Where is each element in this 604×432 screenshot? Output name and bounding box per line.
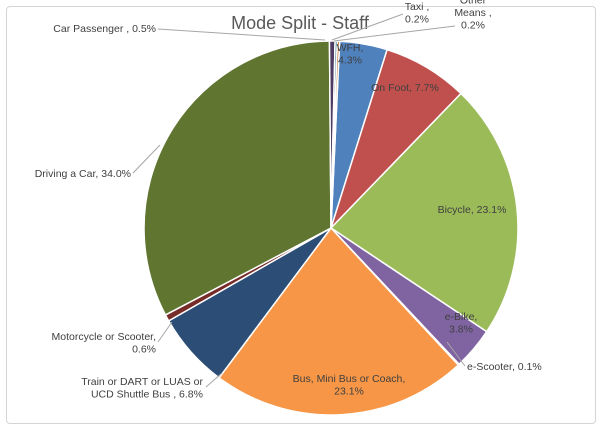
- data-label: Train or DART or LUAS or UCD Shuttle Bus …: [81, 376, 203, 401]
- data-label: e-Bike, 3.8%: [445, 311, 478, 336]
- data-label: e-Scooter, 0.1%: [467, 361, 542, 373]
- chart-title: Mode Split - Staff: [231, 13, 370, 33]
- data-label: Bus, Mini Bus or Coach, 23.1%: [293, 373, 406, 398]
- leader-line: [157, 28, 326, 41]
- leader-line: [205, 372, 223, 388]
- data-label: Bicycle, 23.1%: [438, 204, 507, 216]
- leader-line: [157, 321, 173, 343]
- leader-line: [446, 341, 466, 367]
- data-labels: WFH, 4.3% On Foot, 7.7% Bicycle, 23.1% e-Bik…: [35, 0, 542, 400]
- pie-slices: [143, 40, 519, 416]
- pie-slice-bicycle: [329, 92, 519, 333]
- data-label: Other Means , 0.2%: [454, 0, 491, 32]
- leader-line: [132, 144, 161, 174]
- pie-slice-bus-mini-bus-or-coach: [217, 226, 460, 416]
- pie-slice-other-means: [330, 40, 341, 229]
- data-label: On Foot, 7.7%: [371, 82, 439, 94]
- data-label: Taxi , 0.2%: [405, 1, 430, 26]
- leader-lines: [132, 13, 466, 388]
- leader-line: [331, 13, 404, 41]
- data-label: Motorcycle or Scooter, 0.6%: [52, 331, 156, 356]
- data-label: Car Passenger , 0.5%: [53, 23, 156, 35]
- data-label: WFH, 4.3%: [337, 42, 364, 67]
- data-label: Driving a Car, 34.0%: [35, 168, 131, 180]
- leader-line: [333, 25, 456, 42]
- pie-slice-driving-a-car: [143, 40, 332, 316]
